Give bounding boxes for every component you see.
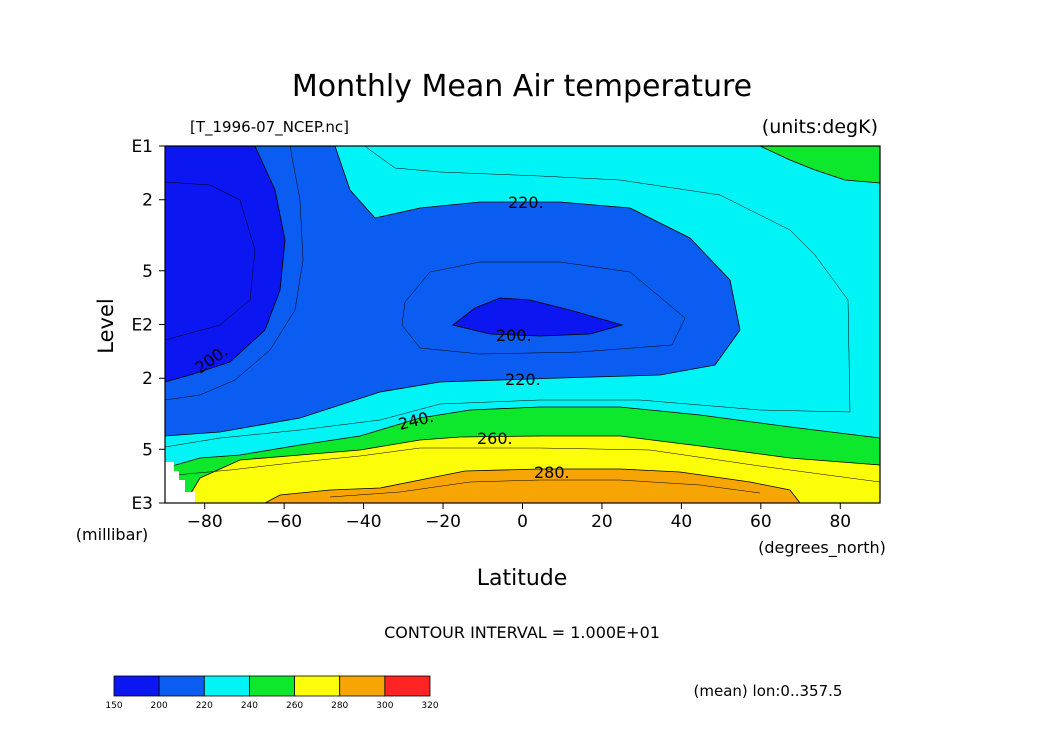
- chart-title: Monthly Mean Air temperature: [292, 69, 752, 104]
- colorbar-swatch: [158, 675, 205, 697]
- colorbar-tick-label: 320: [421, 701, 438, 711]
- colorbar-tick-label: 200: [151, 701, 168, 711]
- x-axis: −80 −60 −40 −20 0 20 40 60 80: [187, 503, 851, 532]
- x-tick-label: 60: [750, 512, 772, 532]
- x-tick-label: 80: [829, 512, 851, 532]
- y-tick-label: 5: [142, 440, 153, 460]
- source-file-label: [T_1996-07_NCEP.nc]: [190, 118, 349, 137]
- y-tick-label: 2: [142, 369, 153, 389]
- band-below-200-west: [164, 145, 286, 383]
- x-axis-label: Latitude: [477, 566, 568, 591]
- x-tick-label: −20: [425, 512, 461, 532]
- colorbar-swatch: [294, 675, 341, 697]
- y-axis-label: Level: [94, 298, 118, 353]
- x-tick-label: 20: [591, 512, 613, 532]
- x-tick-label: 0: [517, 512, 528, 532]
- colorbar-tick-label: 240: [241, 701, 258, 711]
- colorbar-swatch: [203, 675, 250, 697]
- colorbar-tick-label: 260: [286, 701, 303, 711]
- x-tick-label: 40: [671, 512, 693, 532]
- y-axis: E1 2 5 E2 2 5 E3: [131, 137, 165, 514]
- y-tick-label: E3: [131, 494, 153, 514]
- band-below-200-center: [452, 297, 624, 337]
- plot-area: 220. 200. 200. 220. 240. 260. 280.: [164, 145, 881, 504]
- units-label: (units:degK): [762, 116, 878, 138]
- contour-label: 260.: [477, 429, 513, 448]
- x-units-label: (degrees_north): [758, 538, 886, 558]
- colorbar-swatch: [249, 675, 295, 697]
- missing-data-cells: [165, 462, 195, 503]
- y-units-label: (millibar): [76, 525, 148, 544]
- colorbar-swatch: [384, 675, 431, 697]
- colorbar-tick-label: 220: [196, 701, 213, 711]
- band-200-220: [164, 145, 741, 437]
- y-tick-label: 5: [142, 262, 153, 282]
- colorbar-tick-label: 280: [331, 701, 348, 711]
- y-tick-label: E1: [131, 137, 153, 157]
- contour-label: 220.: [505, 370, 541, 389]
- x-tick-label: −60: [266, 512, 302, 532]
- colorbar-tick-label: 150: [105, 701, 122, 711]
- y-tick-label: 2: [142, 191, 153, 211]
- sub-contours: [164, 145, 881, 498]
- colorbar-swatch: [339, 675, 386, 697]
- contour-interval-label: CONTOUR INTERVAL = 1.000E+01: [384, 623, 660, 642]
- contour-label: 220.: [508, 193, 544, 212]
- y-tick-label: E2: [131, 316, 153, 336]
- x-tick-label: −80: [187, 512, 223, 532]
- band-280-300: [264, 468, 801, 504]
- colorbar: 150 200 220 240 260 280 300 320: [105, 675, 439, 711]
- contour-label: 280.: [534, 463, 570, 482]
- contour-label: 200.: [496, 326, 532, 345]
- x-tick-label: −40: [346, 512, 382, 532]
- colorbar-tick-label: 300: [376, 701, 393, 711]
- mean-longitude-label: (mean) lon:0..357.5: [694, 682, 843, 700]
- colorbar-swatch: [113, 675, 160, 697]
